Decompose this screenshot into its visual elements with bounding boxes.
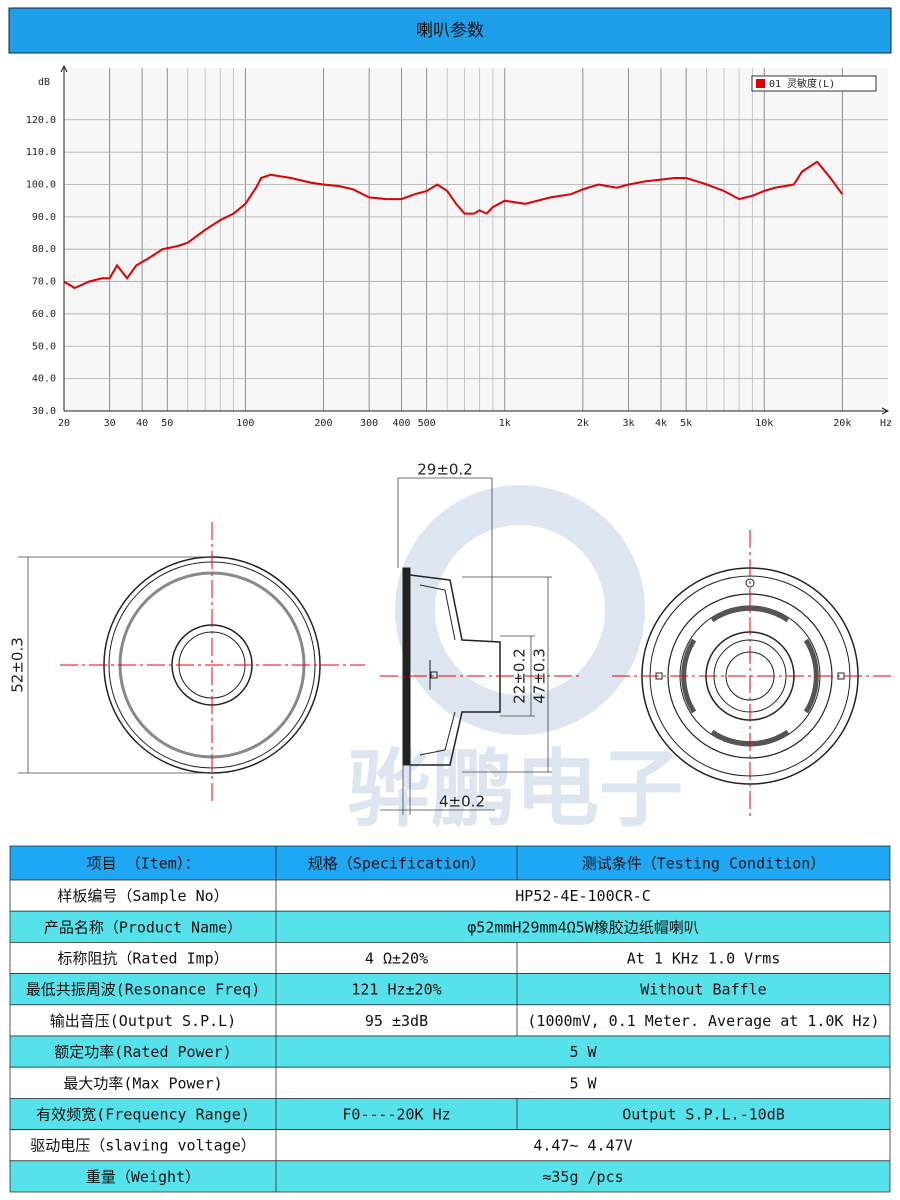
legend-box (751, 75, 877, 92)
y-axis-label: dB (38, 77, 50, 88)
row-bg (9, 845, 891, 881)
cell: 最大功率(Max Power) (63, 1074, 222, 1092)
spec-table: 项目 （Item）： 规格（Specification） 测试条件（Testing … (9, 845, 891, 1193)
x-tick-label: 20 (58, 418, 70, 429)
x-tick-label: 10k (755, 418, 773, 429)
back-view (612, 530, 895, 820)
x-tick-label: 4k (655, 418, 667, 429)
y-tick-label: 30.0 (32, 406, 56, 417)
row-bg (9, 1160, 891, 1193)
dim-label: 22±0.2 (511, 648, 529, 704)
cell: Output S.P.L.-10dB (622, 1106, 785, 1124)
x-tick-label: 50 (161, 418, 173, 429)
row-bg (9, 1035, 891, 1068)
front-view (18, 522, 365, 805)
cell: Without Baffle (640, 981, 766, 999)
cell: 输出音压(Output S.P.L) (50, 1012, 236, 1030)
cell: 95 ±3dB (365, 1012, 428, 1030)
x-tick-label: 20k (833, 418, 851, 429)
cell: 4.47~ 4.47V (533, 1137, 632, 1155)
plot-area (64, 68, 888, 411)
cell: 项目 （Item）： (87, 855, 200, 873)
y-tick-label: 110.0 (26, 147, 56, 158)
dim-label: 4±0.2 (439, 793, 485, 811)
response-chart: 20 30 40 50 100 200 300 400 500 1k 2k 3k 4k 5k 10k 20k 3… (26, 64, 892, 429)
dim-label: 52±0.3 (9, 637, 27, 693)
drawings: 骅鹏电子 52±0.3 (9, 461, 895, 838)
dim-label: 29±0.2 (417, 461, 473, 479)
cell: ≈35g /pcs (542, 1168, 623, 1186)
cell: 测试条件（Testing Condition） (582, 855, 826, 873)
page-title: 喇叭参数 (416, 21, 484, 41)
x-tick-label: 300 (360, 418, 378, 429)
data-line (63, 160, 844, 290)
x-tick-label: 40 (136, 418, 148, 429)
y-tick-label: 90.0 (32, 212, 56, 223)
row-bg (9, 942, 891, 975)
title-bar (8, 7, 892, 54)
row-bg (9, 879, 891, 912)
cell: (1000mV, 0.1 Meter. Average at 1.0K Hz) (527, 1012, 879, 1030)
dim-label: 47±0.3 (531, 648, 549, 704)
x-tick-label: 200 (314, 418, 332, 429)
cell: 121 Hz±20% (351, 981, 441, 999)
cell: 额定功率(Rated Power) (54, 1043, 231, 1061)
legend-label: 01 灵敏度(L) (769, 77, 835, 90)
y-tick-label: 50.0 (32, 341, 56, 352)
x-tick-label: 100 (236, 418, 254, 429)
cell: 最低共振周波(Resonance Freq) (26, 981, 261, 999)
x-tick-label: 500 (418, 418, 436, 429)
cell: 5 W (569, 1074, 597, 1092)
x-tick-label: 400 (393, 418, 411, 429)
x-tick-label: 30 (104, 418, 116, 429)
y-tick-label: 70.0 (32, 277, 56, 288)
watermark-text: 骅鹏电子 (347, 740, 683, 838)
legend-swatch (756, 79, 765, 88)
y-tick-label: 60.0 (32, 309, 56, 320)
cell: 规格（Specification） (308, 855, 485, 873)
cell: F0----20K Hz (342, 1106, 450, 1124)
cell: 4 Ω±20% (365, 950, 428, 968)
x-tick-label: 5k (680, 418, 692, 429)
x-tick-label: 1k (499, 418, 511, 429)
y-tick-label: 80.0 (32, 244, 56, 255)
cell: φ52mmH29mm4Ω5W橡胶边纸帽喇叭 (467, 918, 698, 936)
cell: 5 W (569, 1043, 597, 1061)
row-bg (9, 1004, 891, 1037)
y-tick-label: 40.0 (32, 374, 56, 385)
x-tick-label: 3k (623, 418, 635, 429)
row-bg (9, 1098, 891, 1131)
cell: At 1 KHz 1.0 Vrms (627, 950, 781, 968)
cell: 样板编号（Sample No） (57, 887, 228, 905)
y-tick-label: 100.0 (26, 179, 56, 190)
cell: 驱动电压（slaving voltage） (30, 1137, 255, 1155)
cell: 有效频宽(Frequency Range) (36, 1106, 250, 1124)
cell: 标称阻抗（Rated Imp） (57, 950, 228, 968)
cell: 重量（Weight） (86, 1168, 200, 1186)
row-bg (9, 973, 891, 1006)
y-tick-label: 120.0 (26, 115, 56, 126)
x-axis-label: Hz (880, 418, 892, 429)
axis (60, 64, 890, 415)
cell: HP52-4E-100CR-C (515, 887, 650, 905)
x-tick-label: 2k (577, 418, 589, 429)
side-view (380, 477, 580, 815)
row-bg (9, 1066, 891, 1099)
cell: 产品名称（Product Name） (44, 918, 242, 936)
row-bg (9, 910, 891, 943)
